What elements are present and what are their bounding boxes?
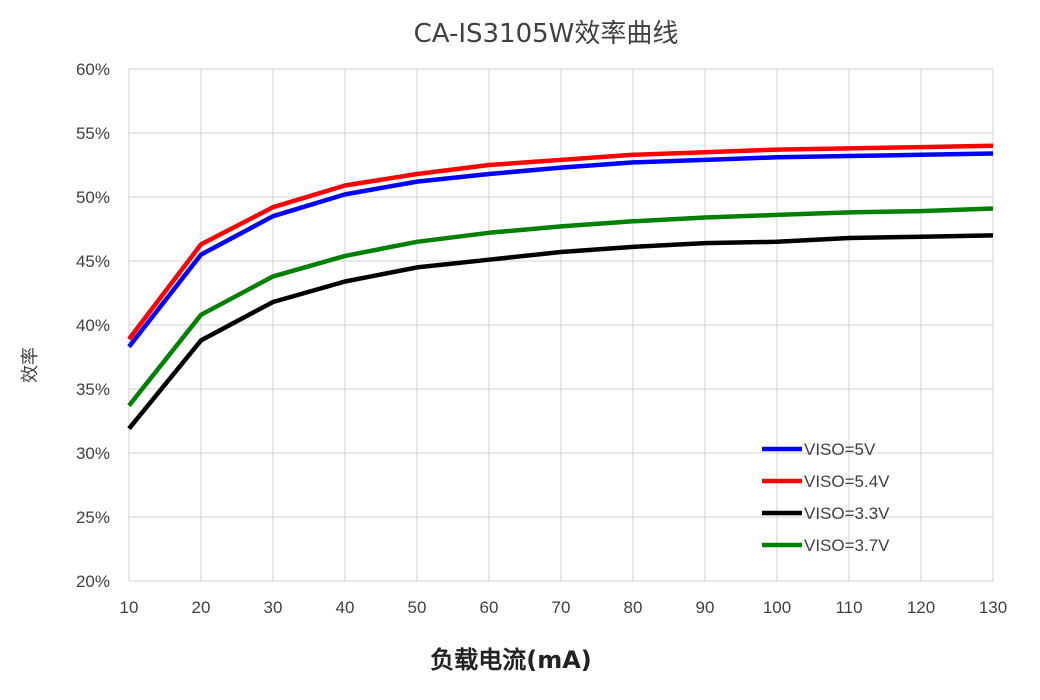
y-tick-label: 25% <box>76 508 110 527</box>
series-line-VISO=3.3V <box>127 233 994 431</box>
grid <box>128 68 994 582</box>
y-tick-label: 45% <box>76 252 110 271</box>
x-tick-label: 10 <box>120 598 139 617</box>
x-tick-label: 50 <box>408 598 427 617</box>
y-tick-label: 40% <box>76 316 110 335</box>
y-tick-label: 35% <box>76 380 110 399</box>
legend-label: VISO=5V <box>804 440 876 459</box>
x-axis-label: 负载电流(mA) <box>430 646 592 674</box>
series-line-VISO=5V <box>127 151 994 349</box>
legend-label: VISO=3.3V <box>804 504 890 523</box>
y-axis-label: 效率 <box>20 347 41 383</box>
legend-label: VISO=5.4V <box>804 472 890 491</box>
x-tick-label: 110 <box>835 598 862 617</box>
legend-label: VISO=3.7V <box>804 536 890 555</box>
x-tick-label: 130 <box>979 598 1007 617</box>
y-tick-label: 60% <box>76 60 110 79</box>
x-tick-label: 70 <box>552 598 571 617</box>
y-tick-label: 50% <box>76 188 110 207</box>
x-tick-label: 120 <box>907 598 935 617</box>
x-tick-label: 60 <box>480 598 499 617</box>
series-line-VISO=3.7V <box>127 206 994 407</box>
chart-title: CA-IS3105W效率曲线 <box>414 19 679 49</box>
x-tick-label: 20 <box>192 598 211 617</box>
x-tick-label: 40 <box>336 598 355 617</box>
x-tick-label: 80 <box>624 598 643 617</box>
y-tick-labels: 20% 25% 30% 35% 40% 45% 50% 55% 60% <box>76 60 110 591</box>
legend: VISO=5V VISO=5.4V VISO=3.3V VISO=3.7V <box>762 440 890 555</box>
series-lines <box>127 143 994 431</box>
x-tick-label: 30 <box>264 598 283 617</box>
y-tick-label: 20% <box>76 572 110 591</box>
y-tick-label: 30% <box>76 444 110 463</box>
x-tick-label: 100 <box>763 598 791 617</box>
x-tick-label: 90 <box>696 598 715 617</box>
x-tick-labels: 10 20 30 40 50 60 70 80 90 100 110 120 130 <box>120 598 1008 617</box>
y-tick-label: 55% <box>76 124 110 143</box>
series-line-VISO=5.4V <box>127 143 994 341</box>
